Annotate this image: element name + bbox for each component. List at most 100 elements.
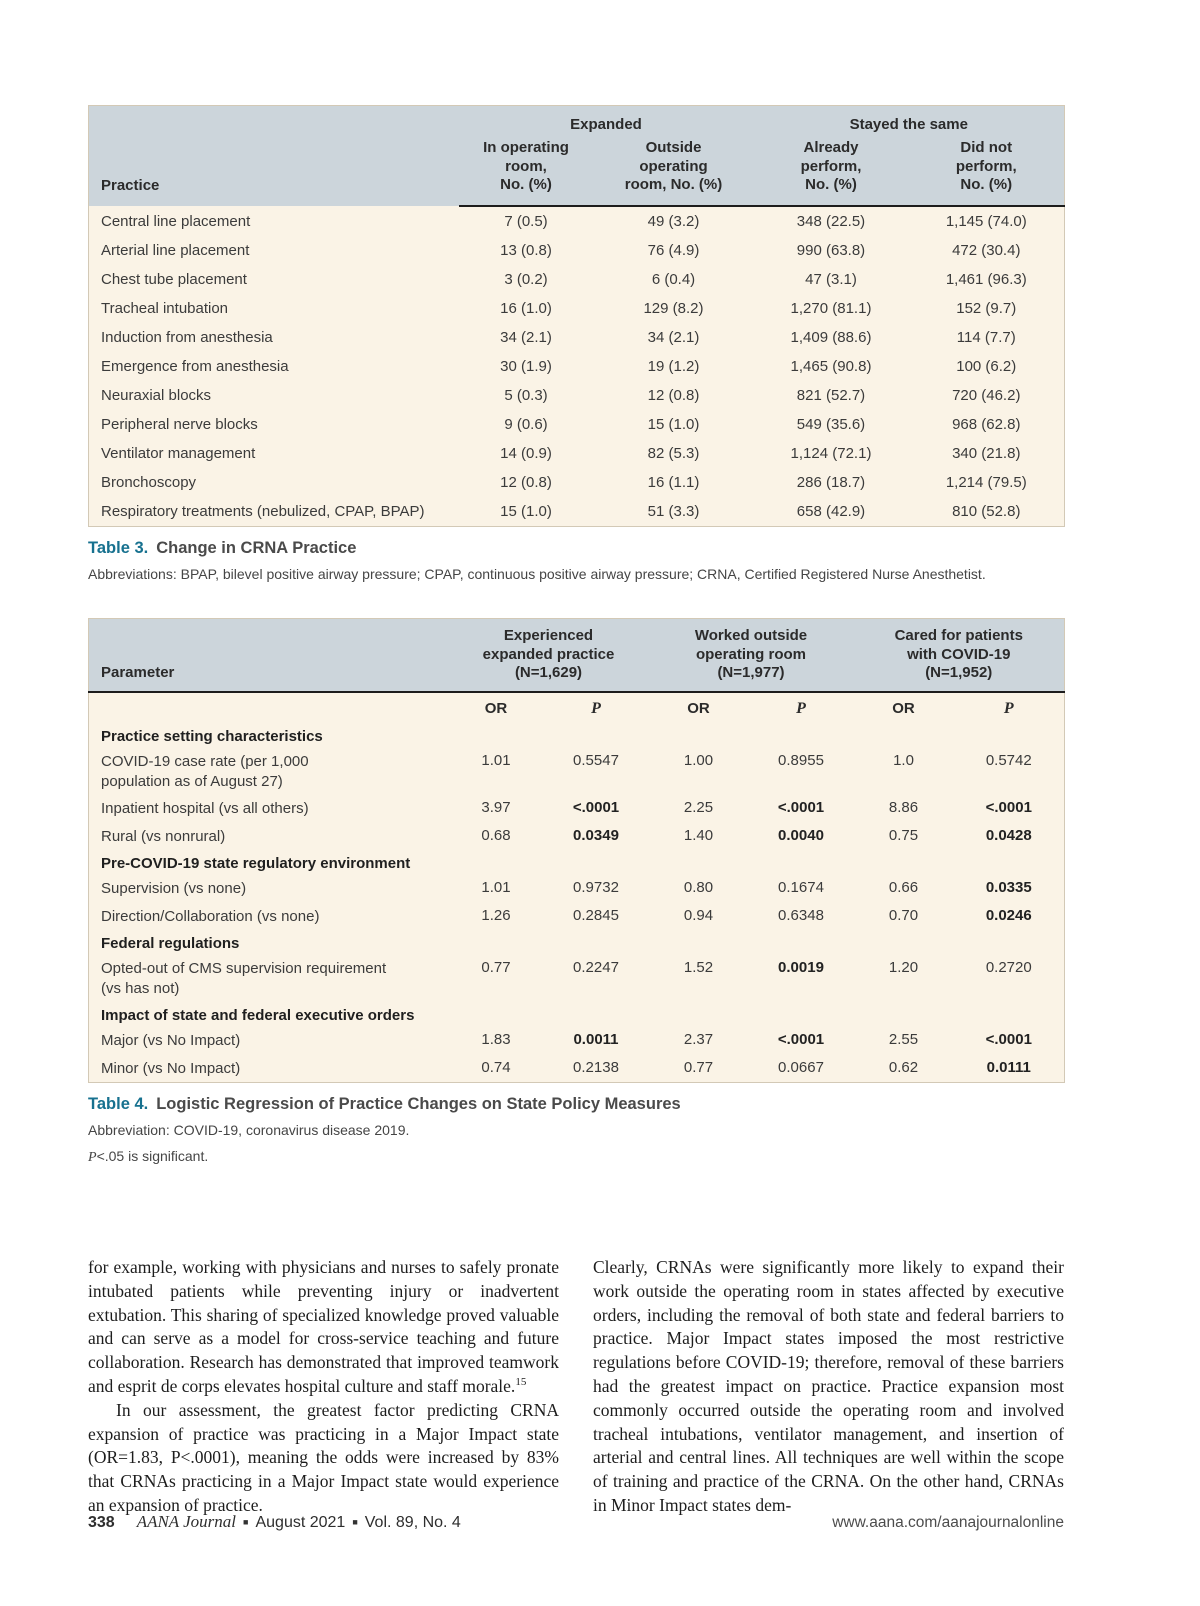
parameter-label-cell: Inpatient hospital (vs all others) <box>101 800 309 818</box>
body-paragraph: Clearly, CRNAs were significantly more l… <box>593 1256 1064 1515</box>
value-cell: 5 (0.3) <box>504 387 548 404</box>
parameter-label-cell: Minor (vs No Impact) <box>101 1059 241 1077</box>
value-cell: 0.94 <box>683 906 714 924</box>
value-cell: 0.77 <box>481 959 511 977</box>
parameter-label-cell: COVID-19 case rate (per 1,000 population… <box>101 753 309 790</box>
parameter-label-cell: Rural (vs nonrural) <box>101 827 226 845</box>
table-row: Ventilator management 14 (0.9) 82 (5.3) 1,1… <box>89 439 1065 468</box>
value-cell: 7 (0.5) <box>504 213 548 230</box>
table-row: Bronchoscopy 12 (0.8) 16 (1.1) 286 (18.7) 1,… <box>89 468 1065 497</box>
value-cell: 0.5742 <box>985 752 1032 770</box>
column-header-parameter: Parameter <box>88 618 449 694</box>
section-row: Impact of state and federal executive or… <box>89 1002 1065 1027</box>
value-cell: <.0001 <box>985 1031 1032 1049</box>
column-header-row: In operating room, No. (%) Outside opera… <box>89 134 1065 208</box>
journal-name: AANA Journal <box>136 1512 237 1531</box>
page-number: 338 <box>88 1514 115 1531</box>
value-cell: 129 (8.2) <box>643 300 704 317</box>
issue-date: August 2021 <box>255 1514 346 1531</box>
value-cell: 0.2845 <box>573 906 619 924</box>
section-row: Pre-COVID-19 state regulatory environmen… <box>89 850 1065 875</box>
group-header-expanded: Expanded <box>458 105 754 135</box>
table4-caption-label: Table 4. <box>88 1095 149 1114</box>
value-cell: 348 (22.5) <box>796 213 866 230</box>
table3-footnote: Abbreviations: BPAP, bilevel positive ai… <box>88 566 986 582</box>
parameter-label-cell: Direction/Collaboration (vs none) <box>101 907 320 925</box>
table-row: Minor (vs No Impact) 0.74 0.2138 0.77 0.0667… <box>89 1055 1065 1083</box>
value-cell: 0.62 <box>888 1058 919 1076</box>
value-cell: 114 (7.7) <box>956 329 1016 346</box>
value-cell: 2.25 <box>683 799 714 817</box>
value-cell: <.0001 <box>777 1031 825 1049</box>
practice-label-cell: Central line placement <box>101 212 251 230</box>
value-cell: 810 (52.8) <box>952 503 1021 520</box>
column-header-did-not-perform: Did not perform, No. (%) <box>908 134 1065 208</box>
value-cell: 0.80 <box>683 879 714 897</box>
value-cell: 286 (18.7) <box>796 474 866 491</box>
table3-caption-title: Change in CRNA Practice <box>156 539 357 557</box>
table3-block: Practice Expanded Stayed the same In ope… <box>88 0 1066 584</box>
reference-superscript: 15 <box>515 1376 527 1389</box>
table4-footnote-abbreviation: Abbreviation: COVID-19, coronavirus dise… <box>88 1122 410 1139</box>
value-cell: 49 (3.2) <box>647 213 700 230</box>
section-row: Federal regulations <box>89 930 1065 955</box>
left-column: for example, working with physicians and… <box>88 1256 559 1518</box>
group-header-stayed-same: Stayed the same <box>753 105 1065 135</box>
value-cell: 1,124 (72.1) <box>790 445 872 462</box>
page-footer: 338 AANA Journal ■ August 2021 ■ Vol. 89, No.… <box>88 1512 1064 1532</box>
value-cell: 821 (52.7) <box>796 387 866 404</box>
crna-practice-change-table: Practice Expanded Stayed the same In ope… <box>88 105 1066 527</box>
value-cell: 1,270 (81.1) <box>790 300 872 317</box>
table-row: Supervision (vs none) 1.01 0.9732 0.80 0.167… <box>89 875 1065 903</box>
group-header-expanded-practice: Experienced expanded practice (N=1,629) <box>448 618 649 694</box>
column-header-already-perform: Already perform, No. (%) <box>753 134 909 208</box>
value-cell: 0.5547 <box>573 752 619 770</box>
group-header-worked-outside: Worked outside operating room (N=1,977) <box>648 618 854 694</box>
body-paragraph: for example, working with physicians and… <box>88 1256 559 1399</box>
value-cell: 340 (21.8) <box>952 445 1021 462</box>
table-row: Direction/Collaboration (vs none) 1.26 0.2… <box>89 903 1065 931</box>
value-cell: 0.0246 <box>985 906 1032 924</box>
value-cell: 0.2720 <box>985 959 1032 977</box>
value-cell: 8.86 <box>888 799 919 817</box>
value-cell: 152 (9.7) <box>956 300 1017 317</box>
volume-number: Vol. 89, No. 4 <box>364 1514 461 1531</box>
group-header-row: Parameter Experienced expanded practice … <box>88 618 1065 694</box>
practice-label-cell: Tracheal intubation <box>101 300 229 317</box>
value-cell: 0.9732 <box>573 879 619 897</box>
value-cell: 472 (30.4) <box>952 242 1021 259</box>
significance-text: <.05 is significant. <box>96 1148 209 1165</box>
practice-label-cell: Respiratory treatments (nebulized, CPAP,… <box>101 503 425 520</box>
subheader-p: P <box>796 700 806 718</box>
subheader-p: P <box>591 700 601 718</box>
value-cell: 15 (1.0) <box>500 503 552 520</box>
practice-label-cell: Chest tube placement <box>101 271 247 288</box>
group-header-covid-patients: Cared for patients with COVID-19 (N=1,95… <box>853 618 1065 694</box>
value-cell: 0.2138 <box>573 1058 619 1076</box>
value-cell: 12 (0.8) <box>647 387 700 404</box>
value-cell: 0.77 <box>683 1058 714 1076</box>
page-content: Practice Expanded Stayed the same In ope… <box>88 0 1066 1518</box>
value-cell: 0.8955 <box>778 752 824 770</box>
table-row: Peripheral nerve blocks 9 (0.6) 15 (1.0) 54… <box>89 410 1065 439</box>
section-label-cell: Impact of state and federal executive or… <box>101 1007 415 1025</box>
table-row: Chest tube placement 3 (0.2) 6 (0.4) 47 (3.… <box>89 265 1065 294</box>
value-cell: 0.75 <box>888 826 919 844</box>
table-row: Tracheal intubation 16 (1.0) 129 (8.2) 1,27… <box>89 294 1065 323</box>
value-cell: <.0001 <box>572 799 620 817</box>
value-cell: 3.97 <box>481 799 511 817</box>
table4-footnote-significance: P<.05 is significant. <box>88 1147 1064 1168</box>
value-cell: 0.0111 <box>986 1058 1031 1076</box>
value-cell: 34 (2.1) <box>500 329 552 346</box>
journal-url: www.aana.com/aanajournalonline <box>832 1514 1064 1531</box>
value-cell: 0.66 <box>888 879 919 897</box>
section-label-cell: Pre-COVID-19 state regulatory environmen… <box>101 855 411 873</box>
value-cell: 0.0349 <box>573 826 619 844</box>
value-cell: 51 (3.3) <box>647 503 700 520</box>
table4-block: Parameter Experienced expanded practice … <box>88 617 1066 1168</box>
value-cell: 19 (1.2) <box>647 358 700 375</box>
paragraph-text: for example, working with physicians and… <box>88 1256 559 1396</box>
separator-square-icon: ■ <box>352 1517 358 1527</box>
value-cell: 1.01 <box>481 879 511 897</box>
